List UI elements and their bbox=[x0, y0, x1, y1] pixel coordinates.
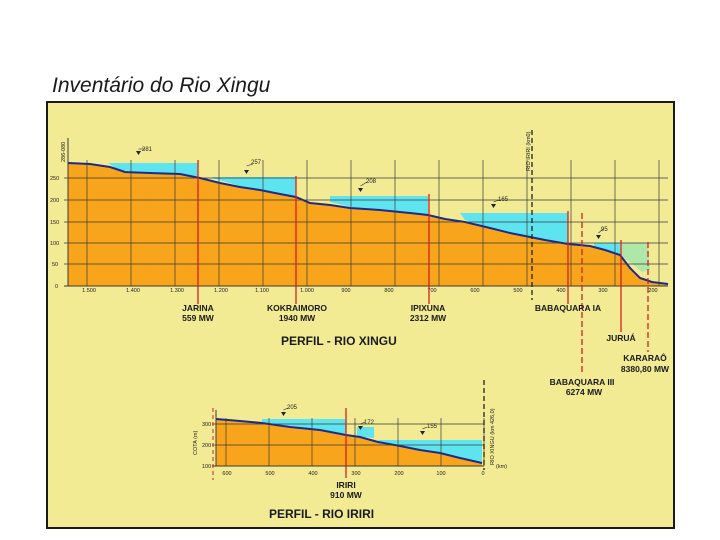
iriri-x-tick: 100 bbox=[436, 471, 445, 477]
reservoir-jarina bbox=[108, 163, 198, 176]
reservoir-kokraimoro bbox=[212, 177, 296, 196]
xingu-y-ticks: 250 200 150 100 50 0 bbox=[50, 176, 59, 290]
dam-power: 8380,80 MW bbox=[621, 364, 670, 374]
dam-name: BABAQUARA III bbox=[550, 377, 615, 387]
xingu-x-tick: 400 bbox=[556, 288, 565, 294]
dam-power: 1940 MW bbox=[279, 313, 316, 323]
dam-power: 559 MW bbox=[182, 313, 215, 323]
xingu-y-tick: 0 bbox=[55, 284, 58, 290]
level-marker-icon bbox=[420, 431, 425, 435]
xingu-dam-labels: JARINA 559 MW KOKRAIMORO 1940 MW IPIXUNA… bbox=[182, 303, 670, 397]
iriri-x-ticks: 600 500 400 300 200 100 0 bbox=[222, 471, 484, 477]
dam-name: KARARAÔ bbox=[623, 352, 667, 363]
xingu-level-label: 257 bbox=[251, 160, 262, 166]
xingu-level-label: 165 bbox=[498, 197, 509, 203]
iriri-y-ticks: 300 200 100 bbox=[202, 422, 211, 470]
iriri-profile-title: PERFIL - RIO IRIRI bbox=[269, 507, 374, 521]
xingu-dam-lines bbox=[197, 160, 649, 375]
xingu-y-tick: 250 bbox=[50, 176, 59, 182]
xingu-grid bbox=[64, 138, 668, 287]
xingu-x-tick: 1.400 bbox=[126, 288, 140, 294]
dam-name: JURUÁ bbox=[606, 333, 635, 343]
xingu-x-tick: 700 bbox=[427, 288, 436, 294]
xingu-profile-title: PERFIL - RIO XINGU bbox=[281, 334, 397, 348]
xingu-x-tick: 1.000 bbox=[300, 288, 314, 294]
iriri-level-label: 205 bbox=[287, 405, 298, 411]
level-marker-icon bbox=[358, 188, 363, 192]
xingu-level-label: 208 bbox=[366, 179, 377, 185]
xingu-x-tick: 200 bbox=[648, 288, 657, 294]
xingu-y-tick: 200 bbox=[50, 198, 59, 204]
iriri-x-tick: 0 bbox=[481, 471, 484, 477]
level-marker-icon bbox=[491, 204, 496, 208]
iriri-dam-labels: IRIRI 910 MW bbox=[330, 480, 363, 500]
dam-name: IRIRI bbox=[336, 480, 355, 490]
reservoir-babaquara bbox=[460, 213, 568, 243]
xingu-x-tick: 300 bbox=[598, 288, 607, 294]
iriri-grid bbox=[212, 410, 485, 467]
dam-name: IPIXUNA bbox=[411, 303, 445, 313]
dam-name: KOKRAIMORO bbox=[267, 303, 327, 313]
dam-name: BABAQUARA IA bbox=[535, 303, 601, 313]
xingu-iriri-confluence-label: RIO IRIRI (km0) bbox=[526, 131, 532, 171]
iriri-level-markers: 205 172 155 bbox=[281, 405, 438, 435]
level-marker-icon bbox=[358, 426, 363, 430]
iriri-level-label: 172 bbox=[364, 420, 375, 426]
level-marker-icon bbox=[281, 412, 286, 416]
level-marker-icon bbox=[244, 170, 249, 174]
reservoir-ipixuna bbox=[330, 196, 428, 215]
iriri-y-axis-label: COTA (m) bbox=[193, 430, 199, 455]
iriri-y-tick: 100 bbox=[202, 464, 211, 470]
reservoir-kararao bbox=[621, 243, 650, 272]
xingu-x-tick: 1.200 bbox=[214, 288, 228, 294]
xingu-y-tick: 150 bbox=[50, 220, 59, 226]
xingu-riverbed bbox=[68, 163, 668, 286]
level-marker-icon bbox=[596, 235, 601, 239]
xingu-level-label: 95 bbox=[601, 227, 608, 233]
level-marker-icon bbox=[136, 151, 141, 155]
xingu-x-tick: 1.300 bbox=[170, 288, 184, 294]
xingu-level-markers: 281 257 208 165 95 bbox=[136, 147, 608, 239]
page-title: Inventário do Rio Xingu bbox=[52, 74, 271, 97]
iriri-x-tick: 300 bbox=[351, 471, 360, 477]
iriri-x-tick: 600 bbox=[222, 471, 231, 477]
iriri-profile-line bbox=[215, 418, 483, 464]
xingu-x-tick: 800 bbox=[384, 288, 393, 294]
dam-power: 910 MW bbox=[330, 490, 363, 500]
iriri-y-tick: 200 bbox=[202, 443, 211, 449]
dam-name: JARINA bbox=[182, 303, 214, 313]
iriri-riverbed bbox=[216, 419, 482, 466]
xingu-x-tick: 1.100 bbox=[255, 288, 269, 294]
xingu-x-tick: 900 bbox=[341, 288, 350, 294]
iriri-y-tick: 300 bbox=[202, 422, 211, 428]
dam-power: 2312 MW bbox=[410, 313, 447, 323]
xingu-x-tick: 600 bbox=[470, 288, 479, 294]
iriri-x-unit: (km) bbox=[496, 464, 507, 470]
xingu-x-tick: 1.500 bbox=[82, 288, 96, 294]
xingu-x-tick: 500 bbox=[513, 288, 522, 294]
iriri-xingu-confluence-label: RIO XINGU (km 426,0) bbox=[490, 408, 496, 465]
iriri-x-tick: 400 bbox=[308, 471, 317, 477]
iriri-x-tick: 200 bbox=[394, 471, 403, 477]
dam-power: 6274 MW bbox=[566, 387, 603, 397]
xingu-y-tick: 100 bbox=[50, 241, 59, 247]
xingu-y-tick: 50 bbox=[52, 262, 58, 268]
iriri-x-tick: 500 bbox=[265, 471, 274, 477]
xingu-axis-top-label: 286-080 bbox=[61, 142, 67, 162]
xingu-level-label: 281 bbox=[142, 147, 153, 153]
iriri-level-label: 155 bbox=[427, 424, 438, 430]
xingu-x-ticks: 1.500 1.400 1.300 1.200 1.100 1.000 900 … bbox=[82, 288, 657, 294]
reservoir-iriri-2 bbox=[357, 427, 374, 438]
